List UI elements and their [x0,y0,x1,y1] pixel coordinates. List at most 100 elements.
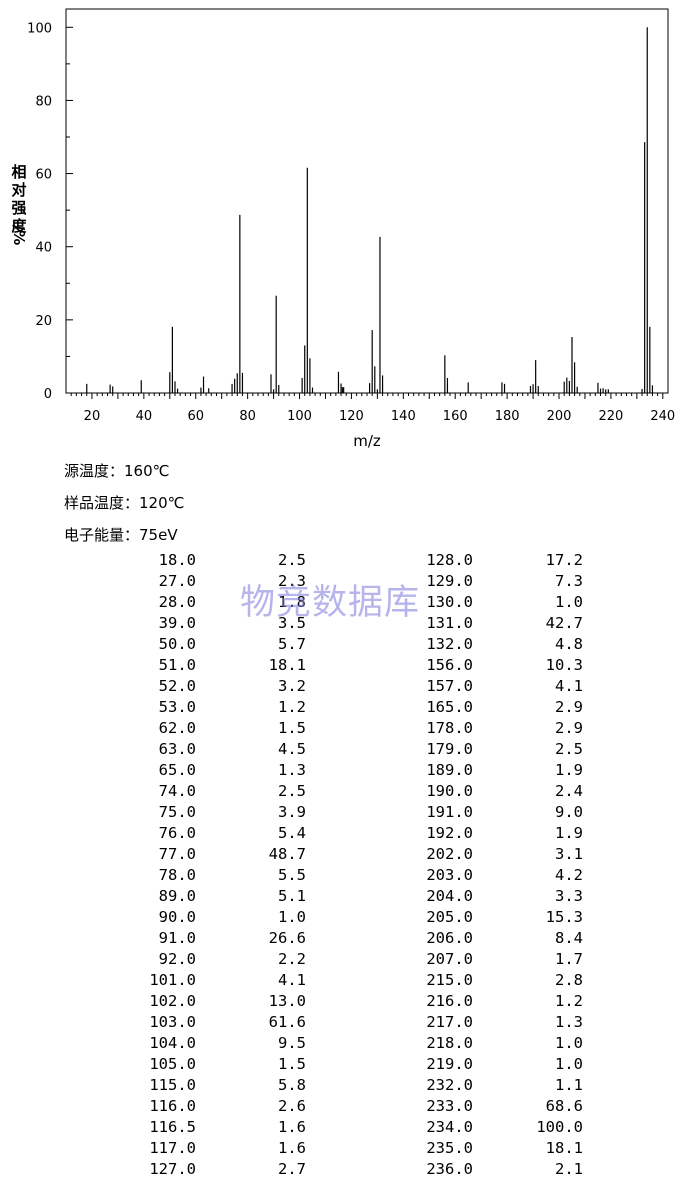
mz-value: 115.0 [149,1076,196,1094]
intensity-value: 5.7 [278,635,306,653]
y-axis: 0 20 40 60 80 100 [27,21,73,402]
intensity-value: 9.5 [278,1034,306,1052]
intensity-value: 7.3 [555,572,583,590]
x-tick-label: 180 [495,409,520,424]
table-row: 78.0 5.5 203.0 4.2 [0,865,680,886]
intensity-value: 100.0 [536,1118,583,1136]
intensity-value: 1.7 [555,950,583,968]
mz-value: 116.5 [149,1118,196,1136]
x-axis-label: m/z [353,432,381,450]
mz-value: 105.0 [149,1055,196,1073]
mz-value: 62.0 [158,719,196,737]
intensity-value: 8.4 [555,929,583,947]
intensity-value: 4.8 [555,635,583,653]
x-tick-label: 140 [391,409,416,424]
spectrum-bars [86,27,654,393]
mz-value: 219.0 [426,1055,473,1073]
mz-value: 131.0 [426,614,473,632]
mz-value: 132.0 [426,635,473,653]
mz-value: 191.0 [426,803,473,821]
intensity-value: 1.8 [278,593,306,611]
table-row: 102.0 13.0 216.0 1.2 [0,991,680,1012]
intensity-value: 48.7 [268,845,306,863]
mz-value: 76.0 [158,824,196,842]
mz-value: 51.0 [158,656,196,674]
y-axis-label-char: 相 [11,163,26,181]
mz-value: 189.0 [426,761,473,779]
table-row: 91.0 26.6 206.0 8.4 [0,928,680,949]
peak-table: 18.0 2.5 128.0 17.2 27.0 2.3 129.0 7.3 28.0 1.8 13… [0,550,680,1180]
x-tick-label: 160 [443,409,468,424]
mz-value: 102.0 [149,992,196,1010]
intensity-value: 2.9 [555,698,583,716]
watermark-text: 物竞数据库 [240,583,421,623]
mz-value: 234.0 [426,1118,473,1136]
mz-value: 116.0 [149,1097,196,1115]
mz-value: 104.0 [149,1034,196,1052]
intensity-value: 3.1 [555,845,583,863]
intensity-value: 18.1 [545,1139,583,1157]
intensity-value: 13.0 [268,992,306,1010]
intensity-value: 2.1 [555,1160,583,1178]
intensity-value: 4.1 [555,677,583,695]
mz-value: 202.0 [426,845,473,863]
mz-value: 165.0 [426,698,473,716]
intensity-value: 1.1 [555,1076,583,1094]
intensity-value: 3.5 [278,614,306,632]
intensity-value: 2.5 [555,740,583,758]
intensity-value: 2.4 [555,782,583,800]
x-tick-label: 100 [287,409,312,424]
intensity-value: 1.0 [555,1034,583,1052]
mz-value: 127.0 [149,1160,196,1178]
y-tick-label: 0 [44,387,52,402]
mz-value: 89.0 [158,887,196,905]
table-row: 92.0 2.2 207.0 1.7 [0,949,680,970]
mz-value: 75.0 [158,803,196,821]
intensity-value: 5.5 [278,866,306,884]
mz-value: 50.0 [158,635,196,653]
intensity-value: 2.7 [278,1160,306,1178]
intensity-value: 1.5 [278,1055,306,1073]
table-row: 53.0 1.2 165.0 2.9 [0,697,680,718]
intensity-value: 2.5 [278,782,306,800]
mz-value: 178.0 [426,719,473,737]
mz-value: 52.0 [158,677,196,695]
intensity-value: 1.0 [555,593,583,611]
intensity-value: 1.3 [278,761,306,779]
table-row: 52.0 3.2 157.0 4.1 [0,676,680,697]
table-row: 62.0 1.5 178.0 2.9 [0,718,680,739]
table-row: 127.0 2.7 236.0 2.1 [0,1159,680,1180]
table-row: 65.0 1.3 189.0 1.9 [0,760,680,781]
intensity-value: 68.6 [545,1097,583,1115]
mz-value: 103.0 [149,1013,196,1031]
intensity-value: 42.7 [545,614,583,632]
mz-value: 216.0 [426,992,473,1010]
x-tick-label: 200 [547,409,572,424]
intensity-value: 4.5 [278,740,306,758]
table-row: 105.0 1.5 219.0 1.0 [0,1054,680,1075]
table-row: 104.0 9.5 218.0 1.0 [0,1033,680,1054]
intensity-value: 2.5 [278,551,306,569]
mz-value: 63.0 [158,740,196,758]
mz-value: 117.0 [149,1139,196,1157]
table-row: 117.0 1.6 235.0 18.1 [0,1138,680,1159]
intensity-value: 1.2 [555,992,583,1010]
x-tick-label: 80 [239,409,256,424]
mz-value: 232.0 [426,1076,473,1094]
mz-value: 203.0 [426,866,473,884]
table-row: 101.0 4.1 215.0 2.8 [0,970,680,991]
mz-value: 179.0 [426,740,473,758]
x-tick-label: 120 [339,409,364,424]
intensity-value: 1.0 [278,908,306,926]
y-tick-label: 20 [35,314,52,329]
mz-value: 39.0 [158,614,196,632]
sample-temperature: 样品温度：120℃ [64,494,185,512]
mz-value: 128.0 [426,551,473,569]
intensity-value: 18.1 [268,656,306,674]
y-tick-label: 80 [35,94,52,109]
intensity-value: 2.6 [278,1097,306,1115]
intensity-value: 9.0 [555,803,583,821]
table-row: 18.0 2.5 128.0 17.2 [0,550,680,571]
x-axis: 20 40 60 80 100 120 140 160 180 200 220 240 [70,393,675,424]
x-tick-label: 40 [136,409,153,424]
